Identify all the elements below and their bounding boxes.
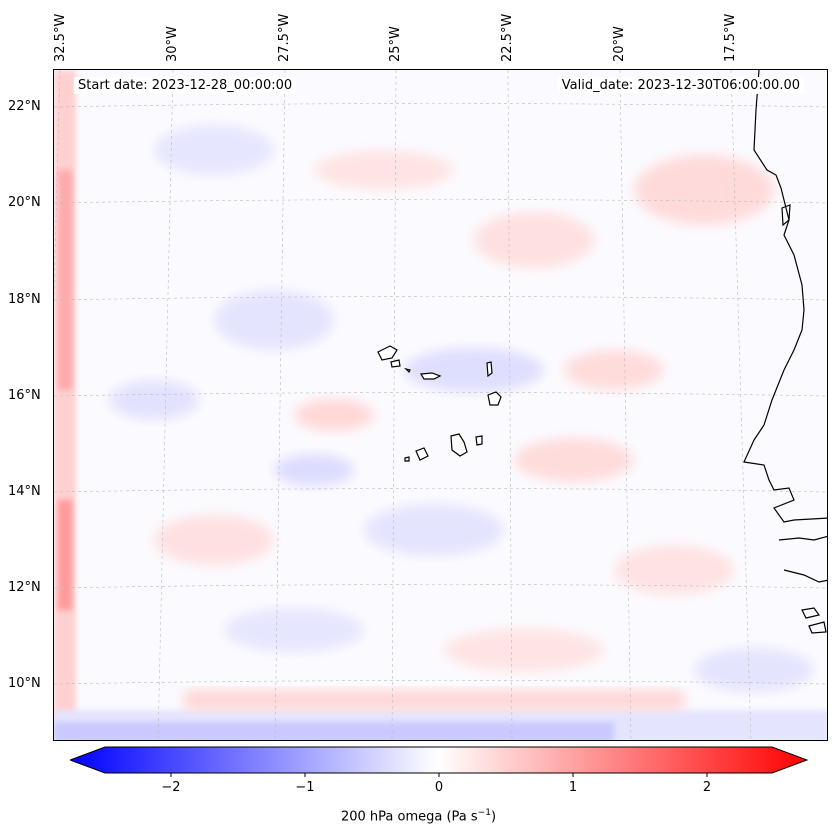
gridline-lat bbox=[54, 296, 827, 301]
maio-island bbox=[475, 435, 483, 446]
sao-nicolau-island bbox=[419, 372, 442, 380]
map-plot-area bbox=[53, 69, 828, 741]
cape-verde-islands bbox=[377, 345, 502, 462]
gridline-lon bbox=[157, 70, 174, 740]
lat-label: 20°N bbox=[8, 195, 41, 210]
gridline-lat bbox=[54, 199, 827, 204]
field-patch bbox=[154, 515, 274, 565]
start-date-label: Start date: 2023-12-28_00:00:00 bbox=[74, 77, 297, 94]
gridline-lat bbox=[54, 392, 827, 397]
lat-label: 10°N bbox=[8, 676, 41, 691]
field-patch bbox=[514, 438, 634, 482]
field-patch bbox=[294, 399, 374, 431]
boa-vista-island bbox=[487, 391, 502, 406]
coast-island bbox=[781, 204, 791, 227]
lat-label: 14°N bbox=[8, 484, 41, 499]
coastlines bbox=[743, 70, 827, 634]
field-patch bbox=[214, 290, 334, 350]
map-gridlines bbox=[54, 70, 827, 740]
field-patch bbox=[184, 690, 684, 710]
lat-label: 18°N bbox=[8, 292, 41, 307]
colorbar-ticks bbox=[170, 773, 708, 777]
field-patch bbox=[109, 380, 199, 420]
lon-label: 30°W bbox=[165, 26, 180, 62]
brava-island bbox=[404, 456, 410, 462]
lon-label: 22.5°W bbox=[500, 13, 515, 62]
fogo-island bbox=[415, 447, 429, 461]
field-patch bbox=[564, 350, 664, 390]
santa-luzia-island bbox=[404, 367, 411, 374]
lon-label: 32.5°W bbox=[53, 13, 68, 62]
colorbar-label-exponent: −1 bbox=[477, 808, 491, 818]
colorbar-tick-label: 2 bbox=[702, 780, 712, 795]
colorbar-label: 200 hPa omega (Pa s−1) bbox=[0, 808, 837, 824]
field-patch bbox=[444, 628, 604, 672]
colorbar-tick-label: −2 bbox=[161, 780, 181, 795]
field-patch bbox=[274, 454, 354, 486]
gridline-lon bbox=[274, 70, 286, 740]
field-patch bbox=[58, 170, 72, 390]
gridline-lat bbox=[54, 488, 827, 493]
valid-date-label: Valid_date: 2023-12-30T06:00:00.00 bbox=[557, 77, 804, 94]
colorbar-body bbox=[70, 746, 809, 774]
field-patch bbox=[474, 212, 594, 268]
gridline-lon bbox=[507, 70, 513, 740]
sal-island bbox=[486, 361, 493, 378]
lat-label: 12°N bbox=[8, 580, 41, 595]
omega-field-patches bbox=[54, 70, 827, 740]
colorbar-tick-label: 0 bbox=[434, 780, 444, 795]
bissagos-islands bbox=[808, 621, 827, 634]
gambia-coastline bbox=[778, 535, 827, 541]
colorbar-tick-label: −1 bbox=[295, 780, 315, 795]
gridline-lon bbox=[391, 70, 397, 740]
lat-label: 22°N bbox=[8, 99, 41, 114]
field-patch bbox=[154, 125, 274, 175]
santo-antao-island bbox=[377, 345, 398, 361]
guinea-bissau-coastline bbox=[783, 569, 827, 583]
west-africa-coastline bbox=[743, 70, 827, 523]
colorbar-label-close: ) bbox=[490, 809, 497, 825]
gridline-lat bbox=[54, 680, 827, 685]
sao-vicente-island bbox=[390, 359, 401, 368]
field-patch bbox=[58, 500, 72, 610]
colorbar bbox=[70, 746, 809, 777]
colorbar-label-text: 200 hPa omega (Pa s bbox=[340, 809, 478, 825]
field-patch bbox=[314, 150, 454, 190]
gridline-lon bbox=[730, 70, 752, 740]
lat-label: 16°N bbox=[8, 388, 41, 403]
field-patch bbox=[694, 648, 814, 692]
gridline-lon bbox=[619, 70, 632, 740]
lon-label: 20°W bbox=[612, 26, 627, 62]
bissagos-islands bbox=[801, 607, 821, 619]
field-patch bbox=[634, 155, 774, 225]
gridline-lat bbox=[54, 103, 827, 108]
colorbar-tick-label: 1 bbox=[568, 780, 578, 795]
field-patch bbox=[54, 722, 614, 740]
field-patch bbox=[224, 608, 364, 652]
lon-label: 17.5°W bbox=[723, 13, 738, 62]
santiago-island bbox=[450, 433, 468, 457]
field-patch bbox=[614, 545, 734, 595]
lon-label: 25°W bbox=[388, 26, 403, 62]
gridline-lat bbox=[54, 584, 827, 589]
lon-label: 27.5°W bbox=[277, 13, 292, 62]
field-patch bbox=[364, 504, 504, 556]
field-patch bbox=[404, 348, 544, 392]
omega-field-map bbox=[54, 70, 827, 740]
